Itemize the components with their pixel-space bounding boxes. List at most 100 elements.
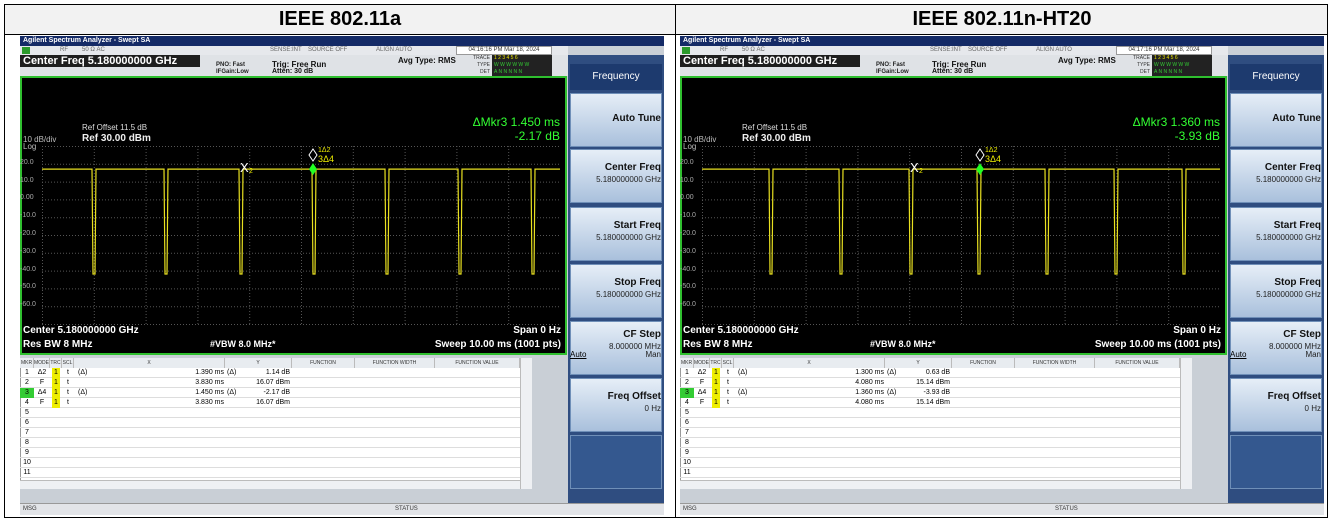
marker-delta: 3Δ4: [318, 154, 335, 164]
softkey-value: 8.000000 MHz: [1268, 342, 1321, 351]
status-bar: [20, 503, 664, 515]
marker-y-value: 16.07 dBm: [256, 379, 290, 386]
softkey[interactable]: [570, 264, 662, 318]
scrollbar-h: [20, 480, 520, 489]
table-header: FUNCTION WIDTH: [1015, 358, 1095, 368]
y-axis-label: 10.0: [680, 176, 694, 184]
status-input: 50 Ω AC: [742, 47, 765, 53]
rbw-label: Res BW 8 MHz: [683, 339, 753, 350]
trace-label: DET: [1140, 69, 1150, 75]
softkey[interactable]: [570, 378, 662, 432]
softkey[interactable]: [1230, 378, 1322, 432]
marker-x-value: 1.450 ms: [195, 389, 224, 396]
marker-x-ref: (Δ): [78, 369, 88, 376]
row-line: [680, 377, 1180, 378]
center-freq: Center Freq 5.180000000 GHz: [680, 55, 860, 67]
marker-mode: F: [699, 399, 705, 406]
marker-x-value: 4.080 ms: [855, 399, 884, 406]
table-header: FUNCTION VALUE: [435, 358, 520, 368]
marker-x-value: 4.080 ms: [855, 379, 884, 386]
softkey-label: CF Step: [1283, 329, 1321, 340]
status-source: SOURCE OFF: [968, 47, 1008, 53]
status-align: ALIGN AUTO: [376, 47, 412, 53]
y-axis-label: -60.0: [680, 301, 696, 309]
marker-mode: Δ2: [697, 369, 707, 376]
marker-y-value: -3.93 dB: [923, 389, 950, 396]
marker-diamond-ref: [975, 148, 985, 162]
softkey[interactable]: [570, 207, 662, 261]
marker-number: 8: [685, 439, 689, 446]
trace-label: TYPE: [1136, 62, 1150, 68]
marker-mode: Δ2: [37, 369, 47, 376]
trace: [42, 168, 560, 275]
scale-type: Log: [23, 142, 37, 151]
table-header: SCL: [62, 358, 74, 368]
marker-y-value: 15.14 dBm: [916, 399, 950, 406]
marker-value: -2.17 dB: [514, 129, 560, 143]
softkey-value: 5.180000000 GHz: [596, 233, 661, 242]
status-align: ALIGN AUTO: [1036, 47, 1072, 53]
softkey[interactable]: [570, 149, 662, 203]
softkey-value: 5.180000000 GHz: [1256, 290, 1321, 299]
row-line: [20, 457, 520, 458]
marker-x-ref: (Δ): [738, 389, 748, 396]
trace: [702, 168, 1220, 275]
marker-number: 7: [685, 429, 689, 436]
softkey-label: Center Freq: [604, 162, 661, 173]
span-label: Span 0 Hz: [513, 325, 561, 336]
softkey-label: Start Freq: [1273, 220, 1321, 231]
ref-level: Ref 30.00 dBm: [82, 133, 151, 144]
marker-number: 2: [685, 379, 689, 386]
softkey[interactable]: [1230, 264, 1322, 318]
scrollbar: [520, 358, 532, 489]
pno: PNO: Fast: [876, 62, 906, 68]
row-line: [20, 447, 520, 448]
table-header: FUNCTION: [952, 358, 1015, 368]
marker-trace: 1: [712, 398, 720, 408]
marker-readout: ΔMkr3 1.450 ms: [472, 115, 560, 129]
table-header: FUNCTION: [292, 358, 355, 368]
trace-value: A N N N N N: [1152, 69, 1212, 76]
softkey-label: Freq Offset: [607, 391, 661, 402]
app-title: Agilent Spectrum Analyzer - Swept SA: [683, 37, 811, 44]
trace-label: TRACE: [473, 55, 490, 61]
marker-mode: Δ4: [37, 389, 47, 396]
center-label: Center 5.180000000 GHz: [23, 325, 139, 336]
row-line: [680, 447, 1180, 448]
marker-y-value: 15.14 dBm: [916, 379, 950, 386]
table-header: X: [74, 358, 225, 368]
y-axis-label: -10.0: [20, 212, 36, 220]
row-line: [680, 407, 1180, 408]
softkey[interactable]: [1230, 149, 1322, 203]
softkey[interactable]: [1230, 93, 1322, 147]
table-header: Y: [885, 358, 952, 368]
y-axis-label: -60.0: [20, 301, 36, 309]
trig: Trig: Free Run: [932, 60, 987, 69]
softkey-value: 5.180000000 GHz: [1256, 233, 1321, 242]
marker-trace: 1: [52, 398, 60, 408]
marker-trace: 1: [52, 388, 60, 398]
title-bar: [20, 36, 664, 46]
avg-type: Avg Type: RMS: [1058, 56, 1116, 65]
marker-number: 3: [680, 388, 694, 398]
row-line: [680, 467, 1180, 468]
scale: 10 dB/div: [23, 135, 57, 144]
softkey: [1230, 435, 1322, 489]
softkey[interactable]: [570, 321, 662, 375]
marker-x-value: 1.300 ms: [855, 369, 884, 376]
atten: Atten: 30 dB: [272, 68, 314, 75]
status-rf: RF: [60, 47, 68, 53]
marker-number: 5: [685, 409, 689, 416]
y-axis-label: -20.0: [680, 230, 696, 237]
softkey-label: Auto Tune: [612, 113, 661, 124]
softkey-option: Man: [645, 350, 661, 359]
softkey[interactable]: [1230, 207, 1322, 261]
marker-value: -3.93 dB: [1174, 129, 1220, 143]
scrollbar-h: [680, 480, 1180, 489]
row-line: [680, 477, 1180, 478]
softkey[interactable]: [1230, 321, 1322, 375]
softkey[interactable]: [570, 93, 662, 147]
row-line: [20, 417, 520, 418]
marker-number: 9: [25, 449, 29, 456]
